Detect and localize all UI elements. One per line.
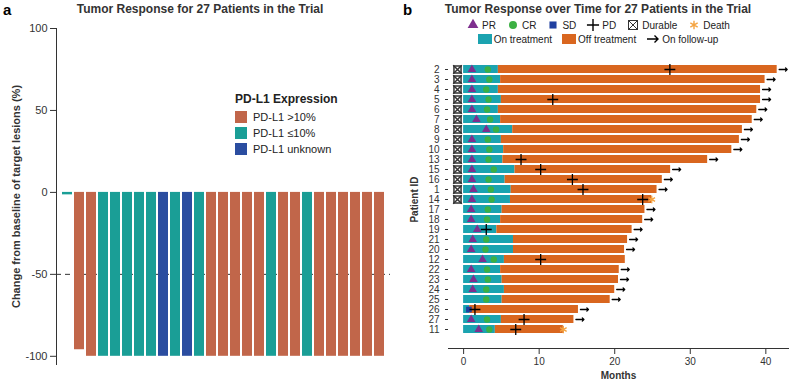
svg-text:0: 0 (461, 356, 467, 367)
html-text:PD-L1 Expression: PD-L1 Expression (235, 92, 338, 106)
svg-text:18: 18 (428, 213, 440, 225)
html-text:b: b (403, 1, 413, 18)
html-text:PD-L1 ≤10%: PD-L1 ≤10% (253, 127, 316, 139)
svg-text:23: 23 (428, 273, 440, 285)
html-text:Durable: Durable (642, 19, 678, 31)
svg-text:15: 15 (428, 163, 440, 175)
svg-text:19: 19 (428, 223, 440, 235)
html-text:On treatment: On treatment (493, 33, 552, 45)
svg-text:20: 20 (609, 356, 621, 367)
svg-text:22: 22 (428, 263, 440, 275)
svg-text:0: 0 (41, 186, 47, 198)
svg-text:13: 13 (428, 153, 440, 165)
svg-text:25: 25 (428, 293, 440, 305)
svg-text:16: 16 (428, 173, 440, 185)
html-text:PD: PD (602, 19, 617, 31)
svg-text:9: 9 (433, 133, 440, 145)
svg-text:6: 6 (433, 103, 440, 115)
svg-text:100: 100 (29, 22, 47, 34)
svg-text:10: 10 (428, 143, 440, 155)
svg-text:30: 30 (685, 356, 697, 367)
svg-text:4: 4 (433, 83, 440, 95)
svg-text:Change from baseline of target: Change from baseline of target lesions (… (10, 85, 22, 308)
html-text:On follow-up: On follow-up (662, 33, 719, 45)
html-text:Tumor Response over Time for 2: Tumor Response over Time for 27 Patients… (444, 2, 752, 16)
svg-text:12: 12 (428, 253, 440, 265)
html-text:Off treatment: Off treatment (578, 33, 637, 45)
html-text:PD-L1 >10%: PD-L1 >10% (253, 111, 316, 123)
html-text:SD: SD (562, 19, 577, 31)
svg-text:1: 1 (433, 183, 440, 195)
svg-text:10: 10 (534, 356, 546, 367)
svg-text:20: 20 (428, 243, 440, 255)
svg-text:3: 3 (433, 73, 440, 85)
svg-text:11: 11 (429, 324, 440, 335)
html-text:Death: Death (703, 19, 730, 31)
svg-text:21: 21 (428, 233, 440, 245)
html-text:a: a (3, 1, 12, 18)
svg-text:-100: -100 (25, 350, 47, 362)
html-text:PR: PR (482, 19, 496, 31)
svg-text:8: 8 (433, 123, 440, 135)
svg-text:5: 5 (433, 93, 440, 105)
svg-text:50: 50 (35, 104, 47, 116)
html-text:Tumor Response for 27 Patients: Tumor Response for 27 Patients in the Tr… (76, 2, 324, 16)
html-text:CR: CR (522, 19, 537, 31)
svg-text:Patient ID: Patient ID (409, 176, 420, 222)
svg-text:2: 2 (433, 63, 440, 75)
svg-text:7: 7 (433, 113, 440, 125)
svg-text:17: 17 (428, 203, 440, 215)
svg-text:27: 27 (428, 313, 440, 325)
svg-text:24: 24 (428, 283, 440, 295)
html-text:PD-L1 unknown: PD-L1 unknown (253, 143, 332, 155)
svg-text:14: 14 (428, 193, 440, 205)
svg-text:26: 26 (428, 303, 440, 315)
svg-text:40: 40 (760, 356, 772, 367)
svg-text:Months: Months (601, 370, 637, 381)
svg-text:-50: -50 (32, 268, 48, 280)
